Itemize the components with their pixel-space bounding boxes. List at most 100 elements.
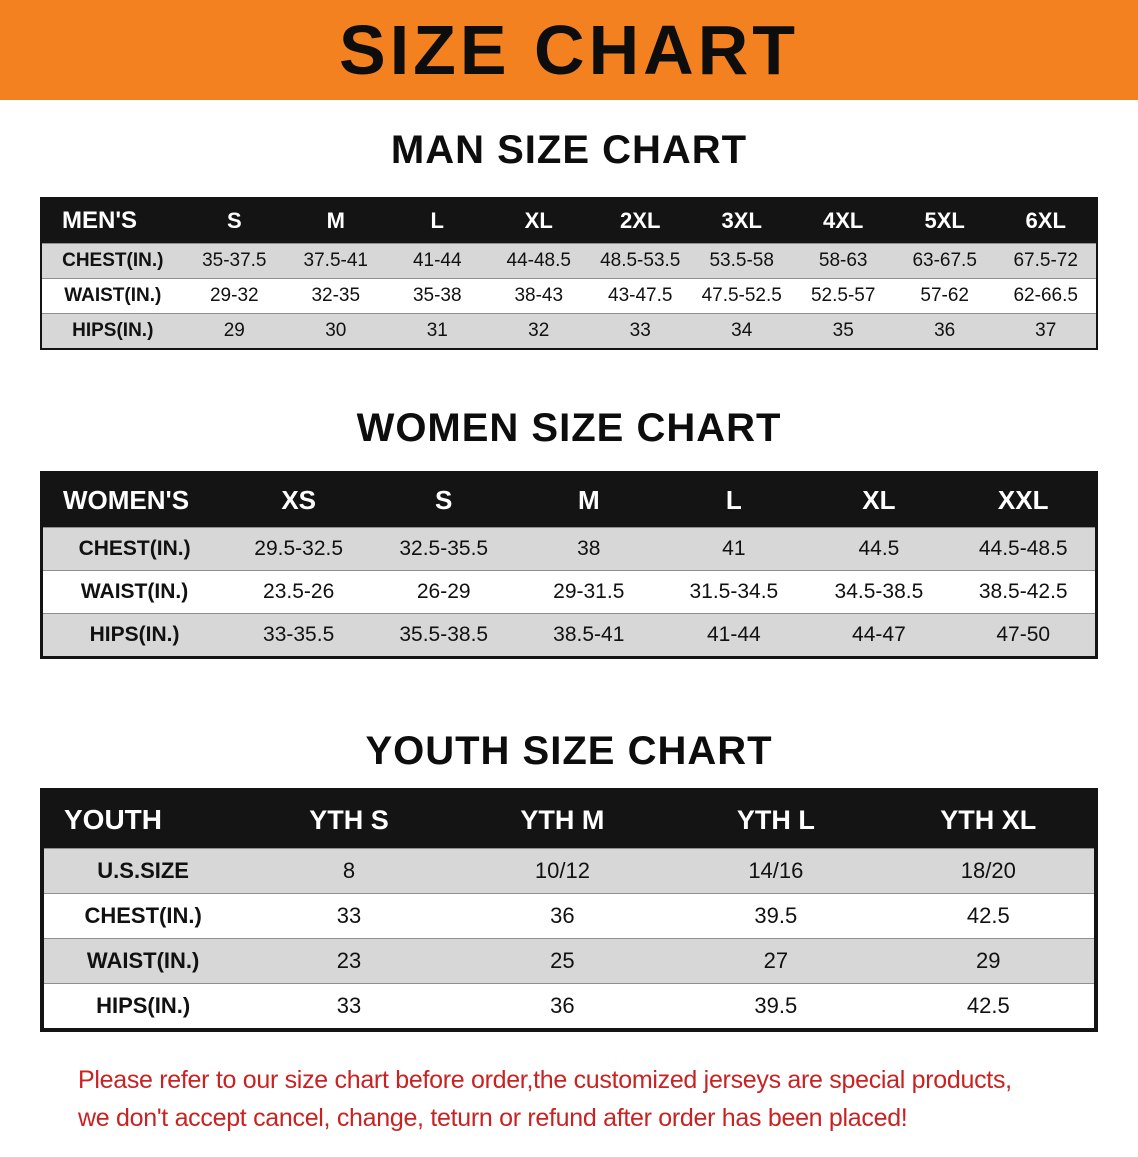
cell-value: 41 bbox=[722, 537, 746, 560]
table-corner-label: MEN'S bbox=[41, 198, 184, 244]
cell-value: 35-37.5 bbox=[202, 250, 267, 271]
cell-value: 31.5-34.5 bbox=[689, 580, 779, 603]
cell-value: 31 bbox=[426, 320, 448, 341]
column-header: 6XL bbox=[995, 198, 1097, 244]
youth-section-heading: YOUTH SIZE CHART bbox=[365, 729, 773, 773]
cell-value: 38.5-42.5 bbox=[978, 580, 1068, 603]
cell-value: 35 bbox=[832, 320, 854, 341]
cell-value: 34 bbox=[731, 320, 753, 341]
row-label: CHEST(IN.) bbox=[84, 903, 202, 928]
banner-title: SIZE CHART bbox=[339, 11, 799, 89]
table-corner-label: WOMEN'S bbox=[41, 472, 227, 528]
cell-value: 32 bbox=[528, 320, 550, 341]
cell-value: 10/12 bbox=[534, 858, 590, 883]
cell-value: 42.5 bbox=[966, 993, 1010, 1018]
cell-value: 29 bbox=[223, 320, 245, 341]
cell-value: 36 bbox=[550, 993, 575, 1018]
cell-value: 57-62 bbox=[920, 285, 969, 306]
cell-value: 38.5-41 bbox=[553, 623, 625, 646]
row-label: WAIST(IN.) bbox=[86, 948, 200, 973]
cell-value: 35.5-38.5 bbox=[399, 623, 489, 646]
cell-value: 36 bbox=[550, 903, 575, 928]
column-header: YTH M bbox=[455, 790, 670, 849]
cell-value: 39.5 bbox=[754, 903, 798, 928]
cell-value: 35-38 bbox=[412, 285, 462, 306]
cell-value: 38-43 bbox=[514, 285, 564, 306]
row-label: HIPS(IN.) bbox=[96, 993, 191, 1018]
cell-value: 41-44 bbox=[412, 250, 462, 271]
cell-value: 67.5-72 bbox=[1013, 250, 1078, 271]
order-disclaimer: Please refer to our size chart before or… bbox=[78, 1062, 1062, 1137]
column-header: 2XL bbox=[589, 198, 691, 244]
row-label: WAIST(IN.) bbox=[64, 285, 162, 306]
table-row: CHEST(IN.) 35-37.5 37.5-41 41-44 44-48.5 48.5… bbox=[41, 243, 1097, 279]
men-size-table: MEN'S S M L XL 2XL 3XL 4XL 5XL 6XL CHEST(IN.) 35-37… bbox=[40, 197, 1098, 350]
cell-value: 63-67.5 bbox=[912, 250, 977, 271]
table-row: HIPS(IN.) 33 36 39.5 42.5 bbox=[42, 983, 1096, 1030]
cell-value: 47-50 bbox=[996, 623, 1051, 646]
women-size-section: WOMEN SIZE CHART WOMEN'S XS S M L XL XXL CHEST(… bbox=[40, 406, 1098, 659]
cell-value: 34.5-38.5 bbox=[834, 580, 924, 603]
row-label: HIPS(IN.) bbox=[89, 623, 180, 646]
men-size-section: MAN SIZE CHART MEN'S S M L XL 2XL 3XL 4XL 5XL 6XL… bbox=[40, 128, 1098, 350]
women-size-table: WOMEN'S XS S M L XL XXL CHEST(IN.) 29.5-32.5 32.5… bbox=[40, 471, 1098, 659]
disclaimer-line-1: Please refer to our size chart before or… bbox=[78, 1066, 1012, 1094]
cell-value: 25 bbox=[550, 948, 575, 973]
size-chart-banner: SIZE CHART bbox=[0, 0, 1138, 100]
cell-value: 58-63 bbox=[818, 250, 868, 271]
cell-value: 27 bbox=[763, 948, 789, 973]
cell-value: 33 bbox=[336, 903, 362, 928]
cell-value: 52.5-57 bbox=[810, 285, 876, 306]
cell-value: 37.5-41 bbox=[303, 250, 368, 271]
cell-value: 29-32 bbox=[209, 285, 259, 306]
column-header: YTH L bbox=[669, 790, 883, 849]
cell-value: 33-35.5 bbox=[263, 623, 335, 646]
youth-size-section: YOUTH SIZE CHART YOUTH YTH S YTH M YTH L YTH… bbox=[40, 729, 1098, 1032]
cell-value: 44.5 bbox=[858, 537, 900, 560]
cell-value: 23.5-26 bbox=[263, 580, 335, 603]
cell-value: 32.5-35.5 bbox=[399, 537, 489, 560]
cell-value: 53.5-58 bbox=[709, 250, 774, 271]
cell-value: 29-31.5 bbox=[553, 580, 625, 603]
row-label: U.S.SIZE bbox=[97, 858, 189, 883]
cell-value: 39.5 bbox=[754, 993, 798, 1018]
women-section-heading: WOMEN SIZE CHART bbox=[356, 406, 782, 450]
table-header-row: MEN'S S M L XL 2XL 3XL 4XL 5XL 6XL bbox=[41, 198, 1097, 244]
column-header: YTH S bbox=[242, 790, 456, 849]
table-row: HIPS(IN.) 29 30 31 32 33 34 35 36 37 bbox=[41, 313, 1097, 349]
column-header: S bbox=[371, 472, 517, 528]
cell-value: 30 bbox=[325, 320, 347, 341]
table-row: WAIST(IN.) 23.5-26 26-29 29-31.5 31.5-34.5 34… bbox=[41, 570, 1097, 614]
cell-value: 37 bbox=[1035, 320, 1057, 341]
table-row: CHEST(IN.) 33 36 39.5 42.5 bbox=[42, 893, 1096, 939]
cell-value: 41-44 bbox=[706, 623, 761, 646]
cell-value: 44.5-48.5 bbox=[978, 537, 1068, 560]
table-row: HIPS(IN.) 33-35.5 35.5-38.5 38.5-41 41-44 44-… bbox=[41, 613, 1097, 658]
cell-value: 38 bbox=[577, 537, 601, 560]
cell-value: 23 bbox=[336, 948, 362, 973]
row-label: CHEST(IN.) bbox=[62, 250, 164, 271]
table-row: WAIST(IN.) 29-32 32-35 35-38 38-43 43-47.5 47.… bbox=[41, 278, 1097, 314]
disclaimer-line-2: we don't accept cancel, change, teturn o… bbox=[78, 1103, 908, 1132]
table-header-row: YOUTH YTH S YTH M YTH L YTH XL bbox=[42, 790, 1096, 849]
column-header: L bbox=[386, 198, 488, 244]
cell-value: 33 bbox=[629, 320, 651, 341]
cell-value: 44-47 bbox=[852, 623, 906, 646]
cell-value: 47.5-52.5 bbox=[701, 285, 782, 306]
cell-value: 29.5-32.5 bbox=[254, 537, 344, 560]
column-header: M bbox=[285, 198, 387, 244]
column-header: XS bbox=[226, 472, 372, 528]
cell-value: 36 bbox=[934, 320, 956, 341]
row-label: HIPS(IN.) bbox=[72, 320, 154, 341]
cell-value: 42.5 bbox=[966, 903, 1010, 928]
row-label: CHEST(IN.) bbox=[78, 537, 191, 560]
cell-value: 8 bbox=[342, 858, 356, 883]
cell-value: 62-66.5 bbox=[1013, 285, 1078, 306]
cell-value: 18/20 bbox=[960, 858, 1016, 883]
table-row: WAIST(IN.) 23 25 27 29 bbox=[42, 938, 1096, 984]
cell-value: 26-29 bbox=[416, 580, 471, 603]
cell-value: 29 bbox=[976, 948, 1001, 973]
cell-value: 33 bbox=[336, 993, 362, 1018]
table-corner-label: YOUTH bbox=[42, 790, 243, 849]
column-header: XL bbox=[488, 198, 590, 244]
